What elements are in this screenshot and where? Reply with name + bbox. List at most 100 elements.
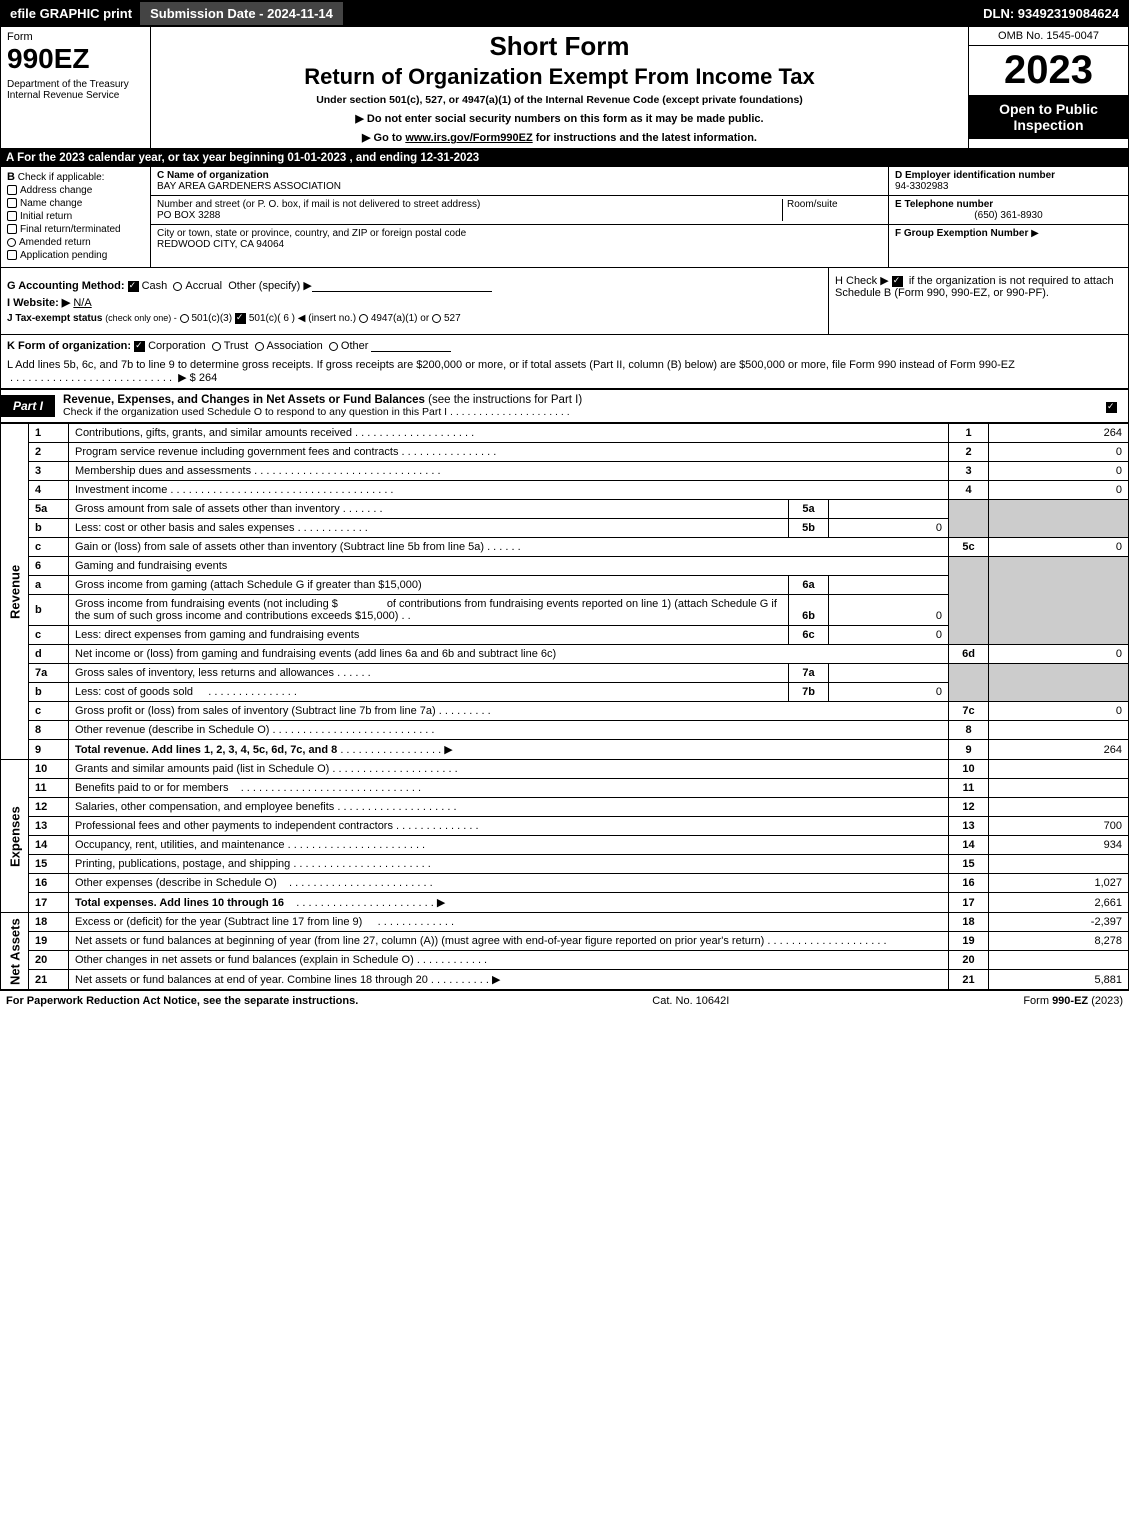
- chk-name-change[interactable]: Name change: [7, 198, 144, 209]
- line-6d: d Net income or (loss) from gaming and f…: [1, 645, 1129, 664]
- chk-trust[interactable]: [212, 342, 221, 351]
- c-street-label: Number and street (or P. O. box, if mail…: [157, 199, 782, 210]
- expenses-side-label: Expenses: [1, 760, 29, 913]
- part1-checkbox[interactable]: [1098, 398, 1128, 414]
- val-20: [989, 951, 1129, 970]
- return-title: Return of Organization Exempt From Incom…: [155, 64, 964, 90]
- other-org-blank[interactable]: [371, 338, 451, 352]
- line-6: 6 Gaming and fundraising events: [1, 557, 1129, 576]
- j-label: J Tax-exempt status: [7, 313, 102, 324]
- val-5c: 0: [989, 538, 1129, 557]
- instruction-2: ▶ Go to www.irs.gov/Form990EZ for instru…: [155, 131, 964, 144]
- instruction-2-pre: ▶ Go to: [362, 132, 405, 144]
- topbar: efile GRAPHIC print Submission Date - 20…: [0, 0, 1129, 27]
- chk-501c3[interactable]: [180, 314, 189, 323]
- chk-4947[interactable]: [359, 314, 368, 323]
- val-15: [989, 855, 1129, 874]
- part1-label: Part I: [1, 395, 55, 417]
- val-6d: 0: [989, 645, 1129, 664]
- form-label: Form: [7, 31, 144, 43]
- org-street: PO BOX 3288: [157, 210, 782, 221]
- val-5a: [829, 500, 949, 519]
- line-12: 12 Salaries, other compensation, and emp…: [1, 798, 1129, 817]
- line-9: 9 Total revenue. Add lines 1, 2, 3, 4, 5…: [1, 740, 1129, 760]
- line-18: Net Assets 18 Excess or (deficit) for th…: [1, 913, 1129, 932]
- section-j: J Tax-exempt status (check only one) - 5…: [7, 313, 822, 324]
- chk-final-return[interactable]: Final return/terminated: [7, 224, 144, 235]
- c-city-label: City or town, state or province, country…: [157, 228, 882, 239]
- val-11: [989, 779, 1129, 798]
- val-6b: 0: [829, 595, 949, 626]
- form-header: Form 990EZ Department of the Treasury In…: [0, 27, 1129, 149]
- chk-other-org[interactable]: [329, 342, 338, 351]
- val-13: 700: [989, 817, 1129, 836]
- chk-initial-return[interactable]: Initial return: [7, 211, 144, 222]
- section-l: L Add lines 5b, 6c, and 7b to line 9 to …: [0, 355, 1129, 389]
- section-g: G Accounting Method: Cash Accrual Other …: [7, 278, 822, 292]
- section-b: B Check if applicable: Address change Na…: [1, 167, 151, 267]
- chk-501c[interactable]: [235, 313, 246, 324]
- section-def: D Employer identification number 94-3302…: [888, 167, 1128, 267]
- d-label: D Employer identification number: [895, 170, 1122, 181]
- room-suite-label: Room/suite: [782, 199, 882, 221]
- footer-left: For Paperwork Reduction Act Notice, see …: [6, 995, 358, 1007]
- dept-label: Department of the Treasury Internal Reve…: [7, 79, 144, 101]
- chk-h[interactable]: [892, 276, 903, 287]
- val-9: 264: [989, 740, 1129, 760]
- ein-value: 94-3302983: [895, 181, 1122, 192]
- other-specify-blank[interactable]: [312, 278, 492, 292]
- section-a: A For the 2023 calendar year, or tax yea…: [0, 149, 1129, 167]
- val-8: [989, 721, 1129, 740]
- chk-527[interactable]: [432, 314, 441, 323]
- f-arrow: ▶: [1031, 228, 1039, 239]
- footer-right: Form 990-EZ (2023): [1023, 995, 1123, 1007]
- line-7c: c Gross profit or (loss) from sales of i…: [1, 702, 1129, 721]
- line-16: 16 Other expenses (describe in Schedule …: [1, 874, 1129, 893]
- c-name-label: C Name of organization: [157, 170, 882, 181]
- part1-table: Revenue 1 Contributions, gifts, grants, …: [0, 423, 1129, 990]
- footer: For Paperwork Reduction Act Notice, see …: [0, 990, 1129, 1011]
- irs-link[interactable]: www.irs.gov/Form990EZ: [405, 132, 532, 144]
- header-left: Form 990EZ Department of the Treasury In…: [1, 27, 151, 148]
- form-number: 990EZ: [7, 43, 144, 75]
- tax-year: 2023: [969, 46, 1128, 95]
- chk-cash[interactable]: [128, 281, 139, 292]
- header-center: Short Form Return of Organization Exempt…: [151, 27, 968, 148]
- val-3: 0: [989, 462, 1129, 481]
- efile-label[interactable]: efile GRAPHIC print: [2, 2, 140, 25]
- val-5b: 0: [829, 519, 949, 538]
- val-2: 0: [989, 443, 1129, 462]
- val-7c: 0: [989, 702, 1129, 721]
- org-city: REDWOOD CITY, CA 94064: [157, 239, 882, 250]
- val-7b: 0: [829, 683, 949, 702]
- line-5a: 5a Gross amount from sale of assets othe…: [1, 500, 1129, 519]
- l-value: 264: [199, 372, 217, 384]
- section-ghij: G Accounting Method: Cash Accrual Other …: [0, 268, 1129, 335]
- chk-corporation[interactable]: [134, 341, 145, 352]
- header-right: OMB No. 1545-0047 2023 Open to Public In…: [968, 27, 1128, 148]
- l-text: L Add lines 5b, 6c, and 7b to line 9 to …: [7, 359, 1015, 371]
- ghij-left: G Accounting Method: Cash Accrual Other …: [1, 268, 828, 334]
- section-h: H Check ▶ if the organization is not req…: [828, 268, 1128, 334]
- phone-value: (650) 361-8930: [895, 210, 1122, 221]
- chk-amended-return[interactable]: Amended return: [7, 237, 144, 248]
- chk-accrual[interactable]: [173, 282, 182, 291]
- section-i: I Website: ▶ N/A: [7, 296, 822, 309]
- part1-title: Revenue, Expenses, and Changes in Net As…: [55, 390, 1098, 422]
- chk-address-change[interactable]: Address change: [7, 185, 144, 196]
- k-label: K Form of organization:: [7, 340, 131, 352]
- line-10: Expenses 10 Grants and similar amounts p…: [1, 760, 1129, 779]
- h-text1: H Check ▶: [835, 275, 889, 287]
- val-19: 8,278: [989, 932, 1129, 951]
- val-6a: [829, 576, 949, 595]
- netassets-side-label: Net Assets: [1, 913, 29, 990]
- line-7a: 7a Gross sales of inventory, less return…: [1, 664, 1129, 683]
- chk-association[interactable]: [255, 342, 264, 351]
- val-16: 1,027: [989, 874, 1129, 893]
- open-public-badge: Open to Public Inspection: [969, 95, 1128, 139]
- header-subtitle: Under section 501(c), 527, or 4947(a)(1)…: [155, 94, 964, 106]
- section-c: C Name of organization BAY AREA GARDENER…: [151, 167, 888, 267]
- g-label: G Accounting Method:: [7, 280, 125, 292]
- e-label: E Telephone number: [895, 199, 1122, 210]
- chk-application-pending[interactable]: Application pending: [7, 250, 144, 261]
